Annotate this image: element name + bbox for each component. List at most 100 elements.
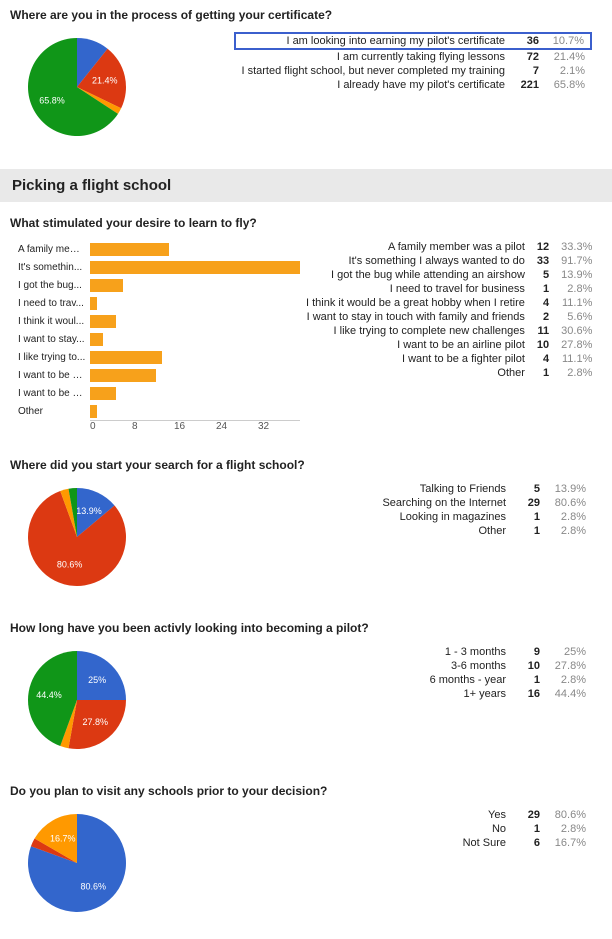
q2-table: A family member was a pilot1233.3%It's s… [300, 240, 598, 380]
q2-title: What stimulated your desire to learn to … [0, 208, 612, 236]
bar-fill [90, 351, 162, 364]
bar-track [90, 315, 300, 328]
row-pct: 27.8% [555, 338, 598, 352]
pie-slice-label: 16.7% [50, 833, 76, 843]
bar-track [90, 243, 300, 256]
row-label: I already have my pilot's certificate [235, 78, 511, 92]
row-count: 2 [531, 310, 555, 324]
row-count: 12 [531, 240, 555, 254]
row-label: 6 months - year [424, 673, 512, 687]
q4-table: 1 - 3 months925%3-6 months1027.8%6 month… [424, 645, 592, 701]
row-label: Talking to Friends [376, 482, 512, 496]
row-pct: 13.9% [546, 482, 592, 496]
row-count: 1 [512, 524, 546, 538]
pie-slice-label: 27.8% [83, 717, 109, 727]
table-row: 1+ years1644.4% [424, 687, 592, 701]
row-label: 3-6 months [424, 659, 512, 673]
row-pct: 27.8% [546, 659, 592, 673]
q3-table: Talking to Friends513.9%Searching on the… [376, 482, 592, 538]
pie-chart: 21.4% 65.8% [22, 32, 132, 142]
row-pct: 2.8% [546, 822, 592, 836]
q5-table-col: Yes2980.6%No12.8%Not Sure616.7% [144, 804, 602, 850]
table-row: Yes2980.6% [457, 808, 592, 822]
bar-track [90, 297, 300, 310]
bar-label: It's somethin... [18, 262, 90, 273]
row-label: I got the bug while attending an airshow [300, 268, 531, 282]
row-pct: 91.7% [555, 254, 598, 268]
row-label: Looking in magazines [376, 510, 512, 524]
bar-row: I think it woul... [18, 312, 300, 330]
row-count: 72 [511, 49, 545, 64]
row-label: I want to be an airline pilot [300, 338, 531, 352]
bar-track [90, 387, 300, 400]
axis-tick: 16 [174, 421, 216, 432]
q5-title: Do you plan to visit any schools prior t… [0, 776, 612, 804]
table-row: It's something I always wanted to do3391… [300, 254, 598, 268]
row-label: I like trying to complete new challenges [300, 324, 531, 338]
q1-table-col: I am looking into earning my pilot's cer… [144, 28, 602, 92]
pie-slice-label: 80.6% [81, 881, 107, 891]
bar-row: I want to stay... [18, 330, 300, 348]
pie-slice-label: 65.8% [39, 96, 65, 106]
bar-label: I want to stay... [18, 334, 90, 345]
bar-fill [90, 405, 97, 418]
bar-track [90, 369, 300, 382]
bar-axis: 08162432 [90, 420, 300, 432]
bar-track [90, 261, 300, 274]
bar-label: I like trying to... [18, 352, 90, 363]
row-count: 7 [511, 64, 545, 78]
row-label: No [457, 822, 512, 836]
axis-tick: 32 [258, 421, 300, 432]
bar-label: I want to be a... [18, 370, 90, 381]
q1-block: 21.4% 65.8% I am looking into earning my … [0, 28, 612, 163]
bar-fill [90, 333, 103, 346]
q2-table-col: A family member was a pilot1233.3%It's s… [300, 236, 608, 380]
bar-fill [90, 315, 116, 328]
table-row: Other12.8% [300, 366, 598, 380]
row-count: 4 [531, 296, 555, 310]
q1-table: I am looking into earning my pilot's cer… [234, 32, 592, 92]
row-count: 9 [512, 645, 546, 659]
bar-label: I need to trav... [18, 298, 90, 309]
row-label: Yes [457, 808, 512, 822]
bar-track [90, 333, 300, 346]
q1-pie: 21.4% 65.8% [10, 28, 144, 149]
row-pct: 2.8% [555, 366, 598, 380]
table-row: A family member was a pilot1233.3% [300, 240, 598, 254]
row-count: 1 [512, 673, 546, 687]
q3-pie: 13.9%80.6% [10, 478, 144, 599]
row-pct: 13.9% [555, 268, 598, 282]
table-row: I think it would be a great hobby when I… [300, 296, 598, 310]
pie-slice-label: 21.4% [92, 76, 118, 86]
pie-chart: 25%27.8%44.4% [22, 645, 132, 755]
bar-fill [90, 243, 169, 256]
row-count: 10 [531, 338, 555, 352]
table-row: I want to be an airline pilot1027.8% [300, 338, 598, 352]
row-label: I am currently taking flying lessons [235, 49, 511, 64]
row-pct: 11.1% [555, 296, 598, 310]
row-pct: 11.1% [555, 352, 598, 366]
bar-row: I like trying to... [18, 348, 300, 366]
row-count: 6 [512, 836, 546, 850]
row-count: 5 [531, 268, 555, 282]
row-count: 1 [512, 510, 546, 524]
row-label: Other [376, 524, 512, 538]
q1-title: Where are you in the process of getting … [0, 0, 612, 28]
q3-table-col: Talking to Friends513.9%Searching on the… [144, 478, 602, 538]
bar-fill [90, 297, 97, 310]
row-pct: 5.6% [555, 310, 598, 324]
axis-tick: 8 [132, 421, 174, 432]
row-count: 221 [511, 78, 545, 92]
table-row: I already have my pilot's certificate221… [235, 78, 591, 92]
pie-slice-label: 44.4% [36, 690, 62, 700]
row-pct: 2.8% [546, 524, 592, 538]
q4-table-col: 1 - 3 months925%3-6 months1027.8%6 month… [144, 641, 602, 701]
table-row: I started flight school, but never compl… [235, 64, 591, 78]
row-pct: 2.8% [555, 282, 598, 296]
bar-label: A family mem... [18, 244, 90, 255]
table-row: I got the bug while attending an airshow… [300, 268, 598, 282]
row-count: 36 [511, 33, 545, 49]
row-pct: 2.1% [545, 64, 591, 78]
bar-row: Other [18, 402, 300, 420]
row-count: 29 [512, 808, 546, 822]
